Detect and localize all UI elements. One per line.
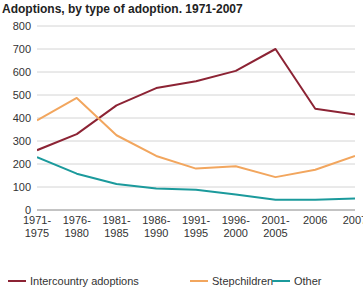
grid-line bbox=[37, 118, 355, 119]
y-tick-label: 300 bbox=[13, 135, 31, 147]
x-tick-label-line: 2001- bbox=[261, 214, 289, 226]
grid-line bbox=[37, 141, 355, 142]
legend-swatch bbox=[8, 280, 26, 282]
grid-line bbox=[37, 26, 355, 27]
x-tick-label: 1986-1990 bbox=[142, 214, 170, 239]
series-line bbox=[37, 98, 355, 177]
y-tick-label: 400 bbox=[13, 112, 31, 124]
grid-line bbox=[37, 72, 355, 73]
x-tick-label-line: 1975 bbox=[25, 227, 49, 239]
series-line bbox=[37, 157, 355, 200]
x-tick-label: 1996-2000 bbox=[222, 214, 250, 239]
x-tick-label: 1976-1980 bbox=[63, 214, 91, 239]
x-tick-label-line: 1985 bbox=[104, 227, 128, 239]
legend-label: Other bbox=[294, 275, 322, 287]
y-tick-label: 600 bbox=[13, 66, 31, 78]
x-tick-label-line: 1976- bbox=[63, 214, 91, 226]
x-tick-label-line: 1981- bbox=[102, 214, 130, 226]
x-tick-label-line: 2005 bbox=[263, 227, 287, 239]
x-tick-label-line: 1971- bbox=[23, 214, 51, 226]
plot-area bbox=[37, 49, 355, 200]
grid-line bbox=[37, 49, 355, 50]
y-tick-label: 500 bbox=[13, 89, 31, 101]
legend-label: Intercountry adoptions bbox=[30, 275, 139, 287]
legend-swatch bbox=[190, 280, 208, 282]
grid-line bbox=[37, 210, 355, 211]
x-tick-label: 1971-1975 bbox=[23, 214, 51, 239]
x-tick-label: 2006 bbox=[303, 214, 327, 226]
x-tick-label-line: 1986- bbox=[142, 214, 170, 226]
legend-swatch bbox=[272, 280, 290, 282]
x-tick-label: 1991-1995 bbox=[182, 214, 210, 239]
y-tick-label: 100 bbox=[13, 181, 31, 193]
x-tick-label-line: 2000 bbox=[224, 227, 248, 239]
title: Adoptions, by type of adoption. 1971-200… bbox=[2, 2, 243, 16]
x-tick-label: 1981-1985 bbox=[102, 214, 130, 239]
x-tick-label: 2001-2005 bbox=[261, 214, 289, 239]
y-tick-label: 800 bbox=[13, 20, 31, 32]
x-tick-label-line: 1996- bbox=[222, 214, 250, 226]
series-line bbox=[37, 49, 355, 150]
x-tick-label-line: 1990 bbox=[144, 227, 168, 239]
x-tick-label-line: 1995 bbox=[184, 227, 208, 239]
legend-label: Stepchildren bbox=[212, 275, 273, 287]
x-tick-label-line: 1980 bbox=[65, 227, 89, 239]
x-tick-label: 2007 bbox=[343, 214, 363, 226]
grid-line bbox=[37, 164, 355, 165]
x-tick-label-line: 1991- bbox=[182, 214, 210, 226]
grid-line bbox=[37, 187, 355, 188]
y-tick-label: 200 bbox=[13, 158, 31, 170]
y-tick-label: 700 bbox=[13, 43, 31, 55]
chart: Adoptions, by type of adoption. 1971-200… bbox=[0, 0, 363, 296]
